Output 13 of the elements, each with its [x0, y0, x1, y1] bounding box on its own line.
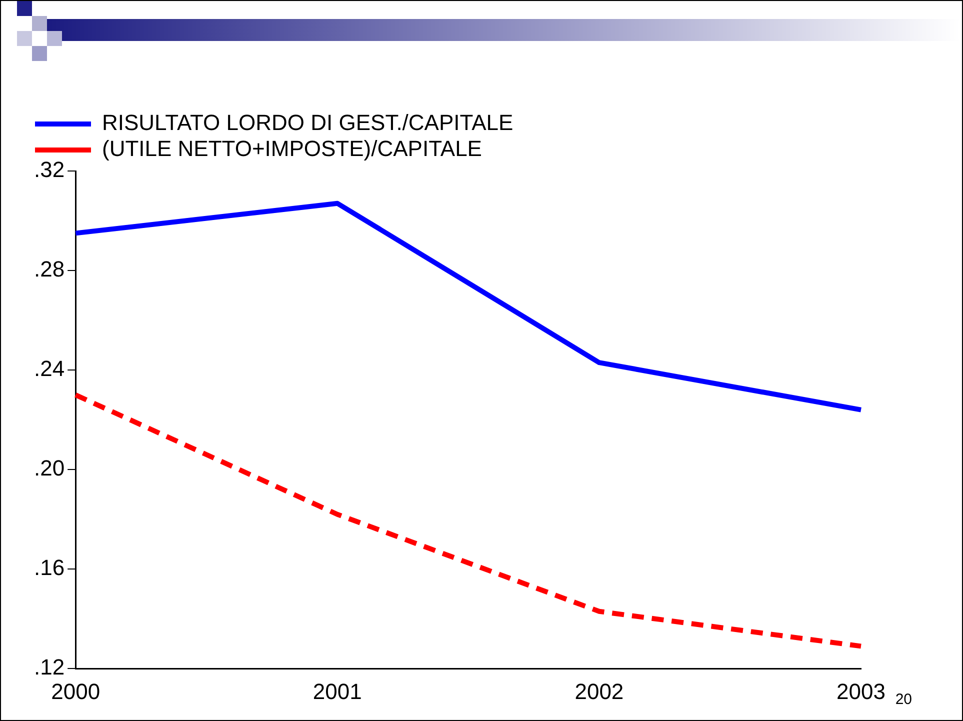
- legend-label: RISULTATO LORDO DI GEST./CAPITALE: [102, 110, 514, 136]
- x-tick-label: 2003: [836, 678, 886, 704]
- y-tick-label: .24: [34, 356, 65, 382]
- legend-label: (UTILE NETTO+IMPOSTE)/CAPITALE: [102, 136, 482, 162]
- y-tick-label: .28: [34, 256, 65, 282]
- x-tick-label: 2001: [312, 678, 362, 704]
- x-tick-label: 2002: [574, 678, 624, 704]
- y-tick-label: .12: [34, 654, 65, 680]
- text: 20: [895, 691, 912, 708]
- y-tick-label: .20: [34, 456, 65, 481]
- y-tick-label: .16: [34, 555, 65, 580]
- x-tick-label: 2000: [51, 678, 100, 704]
- y-tick-label: .32: [34, 157, 65, 182]
